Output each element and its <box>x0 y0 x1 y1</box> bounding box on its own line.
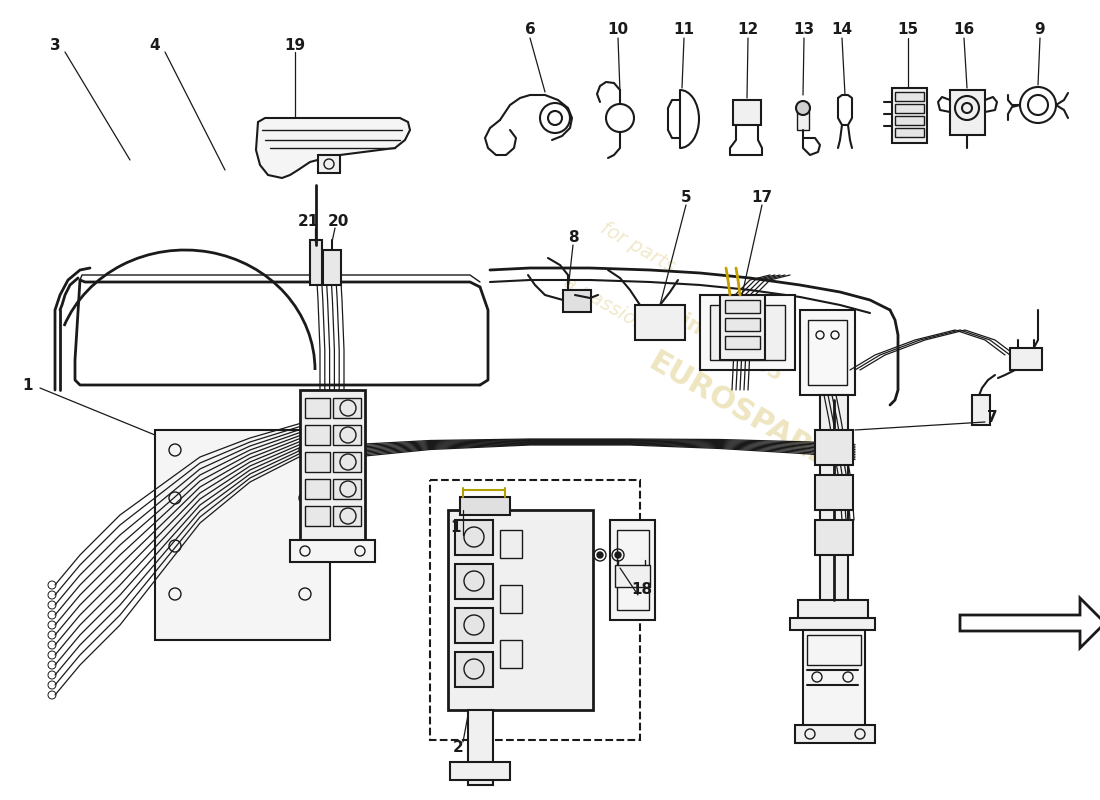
Bar <box>455 652 493 687</box>
Text: 15: 15 <box>898 22 918 38</box>
Bar <box>500 640 522 668</box>
Bar <box>803 630 865 730</box>
Bar <box>1010 348 1042 370</box>
Text: 1: 1 <box>23 378 33 393</box>
Bar <box>815 475 852 510</box>
Bar <box>795 725 874 743</box>
Bar <box>710 305 785 360</box>
Text: 8: 8 <box>568 230 579 246</box>
Bar <box>333 425 361 445</box>
Text: EUROSPARES: EUROSPARES <box>642 347 854 485</box>
Bar <box>808 320 847 385</box>
Bar <box>610 520 654 620</box>
Text: 1: 1 <box>451 521 461 535</box>
Bar <box>500 530 522 558</box>
Circle shape <box>597 552 603 558</box>
Bar <box>500 585 522 613</box>
Text: 21: 21 <box>297 214 319 230</box>
Bar <box>815 430 852 465</box>
Bar <box>807 635 861 665</box>
Text: 20: 20 <box>328 214 349 230</box>
Bar <box>333 398 361 418</box>
Circle shape <box>615 552 622 558</box>
Bar <box>155 430 330 640</box>
Text: 13: 13 <box>793 22 815 38</box>
Bar <box>895 92 924 101</box>
Bar <box>318 155 340 173</box>
Text: 11: 11 <box>673 22 694 38</box>
Bar <box>725 336 760 349</box>
Bar <box>895 116 924 125</box>
Text: 2: 2 <box>452 741 463 755</box>
Bar <box>615 565 650 587</box>
Bar <box>895 128 924 137</box>
Bar <box>450 762 510 780</box>
Bar <box>820 395 848 605</box>
Text: a passion: a passion <box>560 273 650 335</box>
Bar <box>725 300 760 313</box>
Text: 14: 14 <box>832 22 852 38</box>
Bar <box>798 108 808 130</box>
Bar <box>305 452 330 472</box>
Polygon shape <box>960 598 1100 648</box>
Bar <box>725 318 760 331</box>
Bar <box>448 510 593 710</box>
Text: 10: 10 <box>607 22 628 38</box>
Bar <box>455 520 493 555</box>
Bar <box>305 506 330 526</box>
Bar <box>333 506 361 526</box>
Bar <box>892 88 927 143</box>
Bar <box>617 530 649 610</box>
Polygon shape <box>256 118 410 178</box>
Bar <box>790 618 874 630</box>
Bar <box>323 250 341 285</box>
Bar <box>305 479 330 499</box>
Bar <box>290 540 375 562</box>
Bar <box>815 520 852 555</box>
Text: 3: 3 <box>50 38 60 53</box>
Bar <box>950 90 984 135</box>
Text: 9: 9 <box>1035 22 1045 38</box>
Bar <box>460 497 510 515</box>
Bar <box>895 104 924 113</box>
Bar <box>305 398 330 418</box>
Bar <box>733 100 761 125</box>
Text: 6: 6 <box>525 22 536 38</box>
Text: 5: 5 <box>681 190 691 206</box>
Text: 16: 16 <box>954 22 975 38</box>
Text: 18: 18 <box>631 582 652 598</box>
Text: 4: 4 <box>150 38 161 53</box>
Bar <box>430 480 640 740</box>
Circle shape <box>796 101 810 115</box>
Bar <box>455 564 493 599</box>
Bar <box>563 290 591 312</box>
Text: 7: 7 <box>987 410 998 426</box>
Bar <box>310 240 322 285</box>
Bar <box>468 710 493 785</box>
Bar <box>455 608 493 643</box>
Bar <box>333 452 361 472</box>
Text: 17: 17 <box>751 190 772 206</box>
Bar <box>333 479 361 499</box>
Bar <box>798 600 868 625</box>
Text: since 1985: since 1985 <box>667 304 785 384</box>
Bar <box>300 390 365 540</box>
Bar <box>635 305 685 340</box>
Bar <box>720 295 764 360</box>
Text: 12: 12 <box>737 22 759 38</box>
Bar <box>305 425 330 445</box>
Bar <box>972 395 990 425</box>
Text: for parts: for parts <box>597 219 679 277</box>
Text: 19: 19 <box>285 38 306 53</box>
Bar <box>700 295 795 370</box>
Bar <box>800 310 855 395</box>
